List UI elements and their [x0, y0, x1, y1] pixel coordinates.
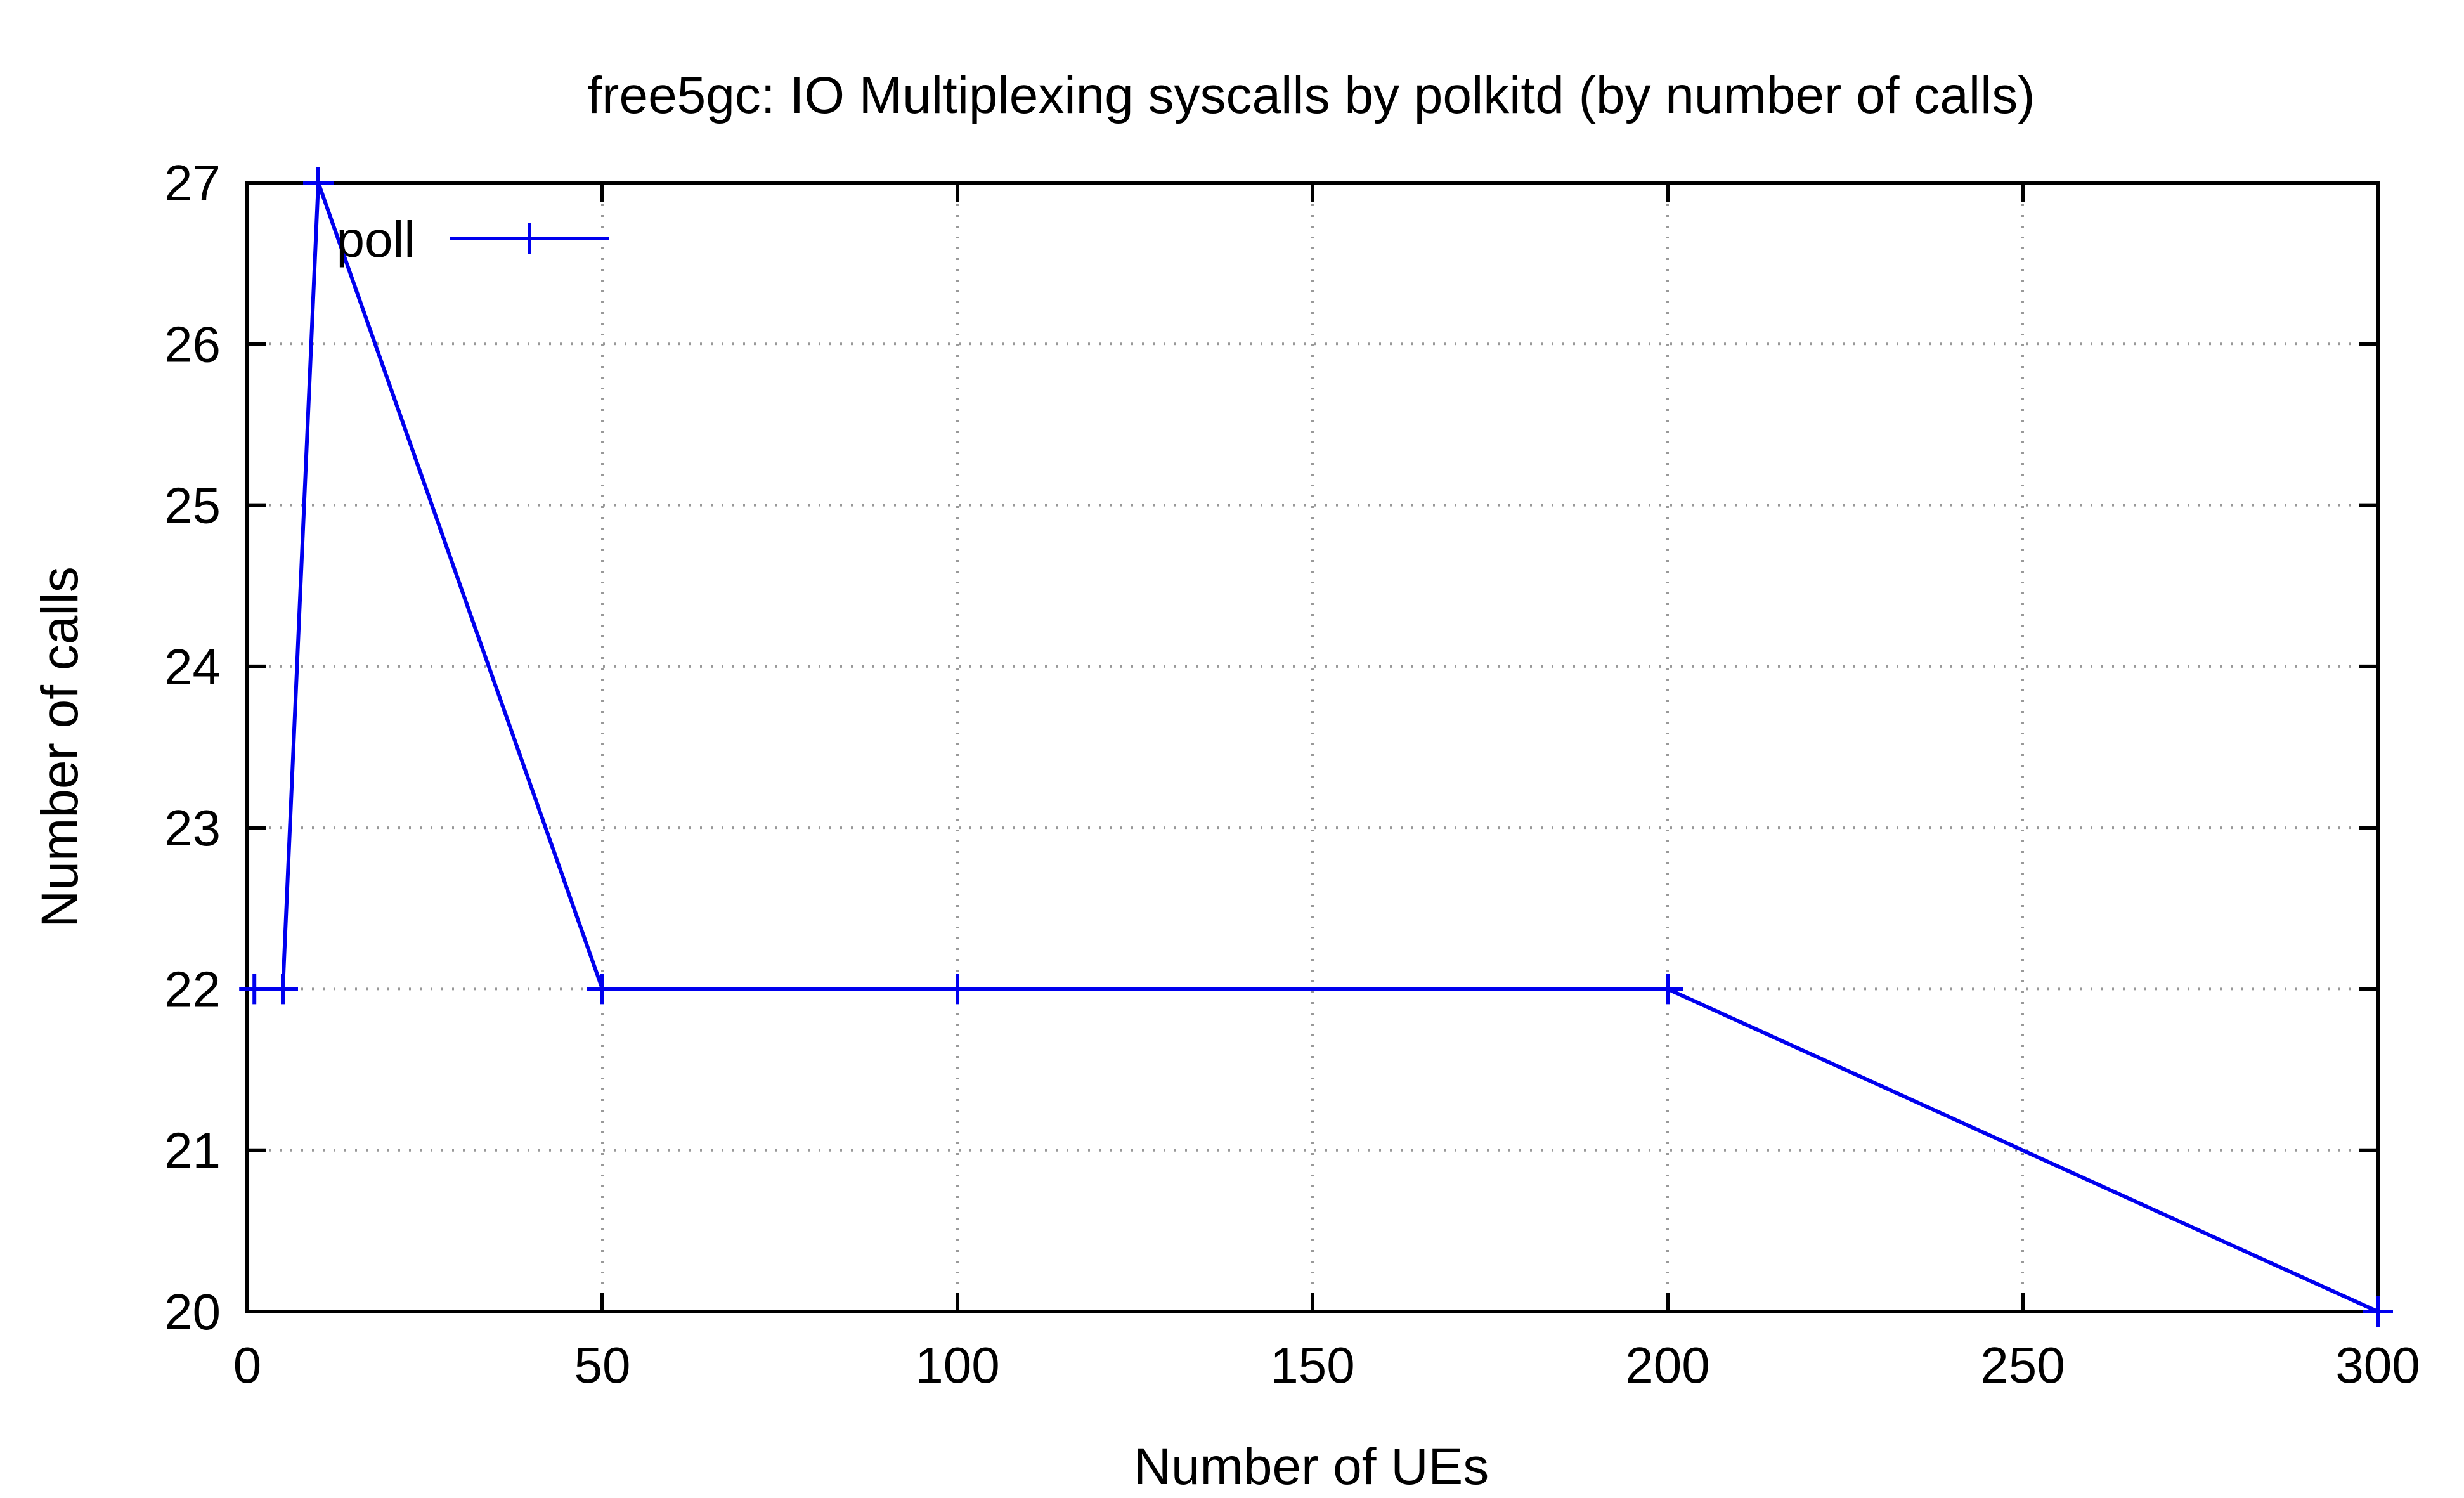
y-tick-label: 25 — [164, 478, 221, 534]
gridlines — [247, 183, 2378, 1312]
y-tick-label: 24 — [164, 639, 221, 695]
data-point-marker — [303, 167, 334, 198]
x-tick-label: 200 — [1625, 1337, 1709, 1393]
data-point-marker — [1652, 974, 1683, 1005]
y-tick-label: 27 — [164, 155, 221, 211]
x-tick-label: 50 — [574, 1337, 631, 1393]
x-tick-label: 0 — [233, 1337, 262, 1393]
y-tick-label: 20 — [164, 1284, 221, 1340]
data-point-marker — [268, 974, 298, 1005]
y-tick-label: 23 — [164, 800, 221, 856]
x-tick-label: 100 — [915, 1337, 999, 1393]
y-axis-label: Number of calls — [31, 566, 89, 928]
chart-title: free5gc: IO Multiplexing syscalls by pol… — [587, 67, 2035, 124]
x-tick-labels: 0 50 100 150 200 250 300 — [233, 1337, 2420, 1393]
y-tick-label: 26 — [164, 316, 221, 372]
x-tick-label: 250 — [1980, 1337, 2065, 1393]
series-line-poll — [254, 182, 2379, 1313]
legend-label-poll: poll — [336, 211, 415, 268]
x-tick-label: 300 — [2335, 1337, 2420, 1393]
x-tick-label: 150 — [1270, 1337, 1354, 1393]
y-tick-label: 22 — [164, 961, 221, 1017]
y-tick-label: 21 — [164, 1123, 221, 1179]
series-layer — [239, 167, 2393, 1327]
data-point-marker — [587, 974, 618, 1005]
data-point-marker — [239, 974, 270, 1005]
legend: poll — [336, 211, 609, 268]
y-tick-labels: 20 21 22 23 24 25 26 27 — [164, 155, 221, 1340]
data-point-marker — [2363, 1296, 2393, 1327]
x-axis-label: Number of UEs — [1134, 1438, 1489, 1495]
data-point-marker — [942, 974, 973, 1005]
